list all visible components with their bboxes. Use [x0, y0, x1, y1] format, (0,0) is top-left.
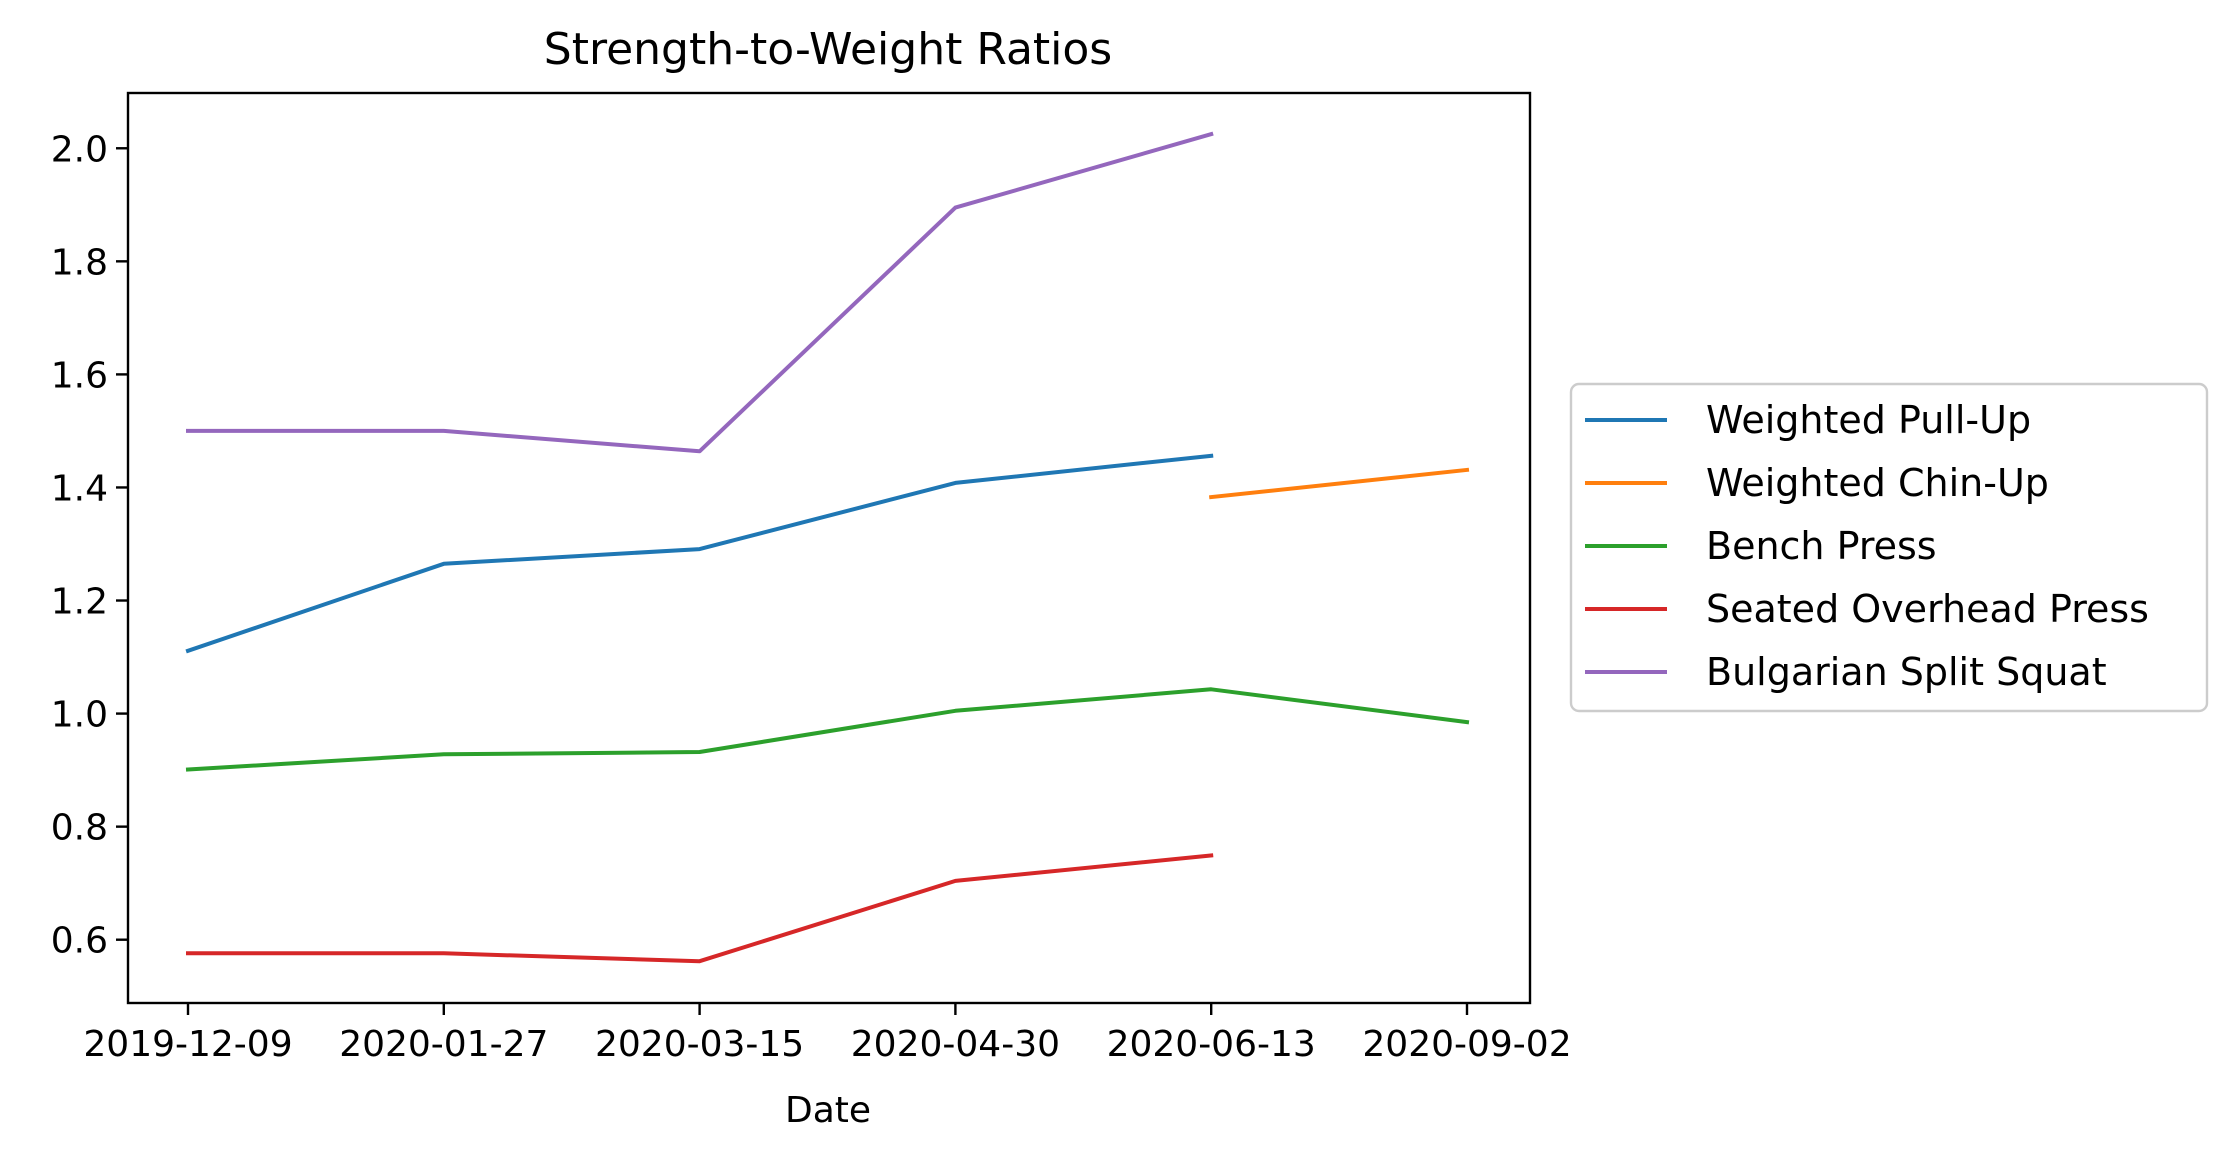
series-line-2-0 [185, 687, 1470, 772]
series-line-1-0 [1208, 467, 1470, 500]
y-tick-label: 1.0 [51, 695, 108, 736]
x-tick-label: 2020-06-13 [1107, 1024, 1316, 1065]
legend-label: Bulgarian Split Squat [1706, 650, 2107, 694]
series-line-3-0 [186, 853, 1214, 964]
x-axis: 2019-12-09 2020-01-27 2020-03-15 2020-04-30… [83, 1003, 1572, 1065]
x-tick-label: 2020-03-15 [595, 1024, 804, 1065]
y-tick-label: 2.0 [51, 129, 108, 170]
plot-frame [126, 91, 1532, 1005]
series-line-0-0 [185, 453, 1214, 654]
chart-title: Strength-to-Weight Ratios [544, 24, 1112, 75]
x-tick-label: 2019-12-09 [83, 1024, 292, 1065]
x-axis-label: Date [785, 1090, 871, 1131]
y-tick-label: 0.6 [51, 921, 108, 962]
x-tick-label: 2020-04-30 [851, 1024, 1060, 1065]
y-axis: 0.6 0.8 1.0 1.2 1.4 1.6 1.8 2.0 [51, 129, 128, 962]
y-tick-label: 1.2 [51, 582, 108, 623]
legend-label: Bench Press [1706, 524, 1937, 568]
y-tick-label: 0.8 [51, 808, 108, 849]
series-line-4-0 [186, 131, 1214, 454]
y-tick-label: 1.6 [51, 355, 108, 396]
legend-label: Weighted Pull-Up [1706, 398, 2031, 442]
legend: Weighted Pull-Up Weighted Chin-Up Bench Pr… [1569, 382, 2209, 713]
y-tick-label: 1.4 [51, 468, 108, 509]
y-tick-label: 1.8 [51, 242, 108, 283]
legend-box [1569, 382, 2209, 713]
x-tick-label: 2020-09-02 [1362, 1024, 1571, 1065]
plot-area [126, 91, 1532, 1005]
legend-label: Weighted Chin-Up [1706, 461, 2049, 505]
x-tick-label: 2020-01-27 [339, 1024, 548, 1065]
legend-label: Seated Overhead Press [1706, 587, 2149, 631]
